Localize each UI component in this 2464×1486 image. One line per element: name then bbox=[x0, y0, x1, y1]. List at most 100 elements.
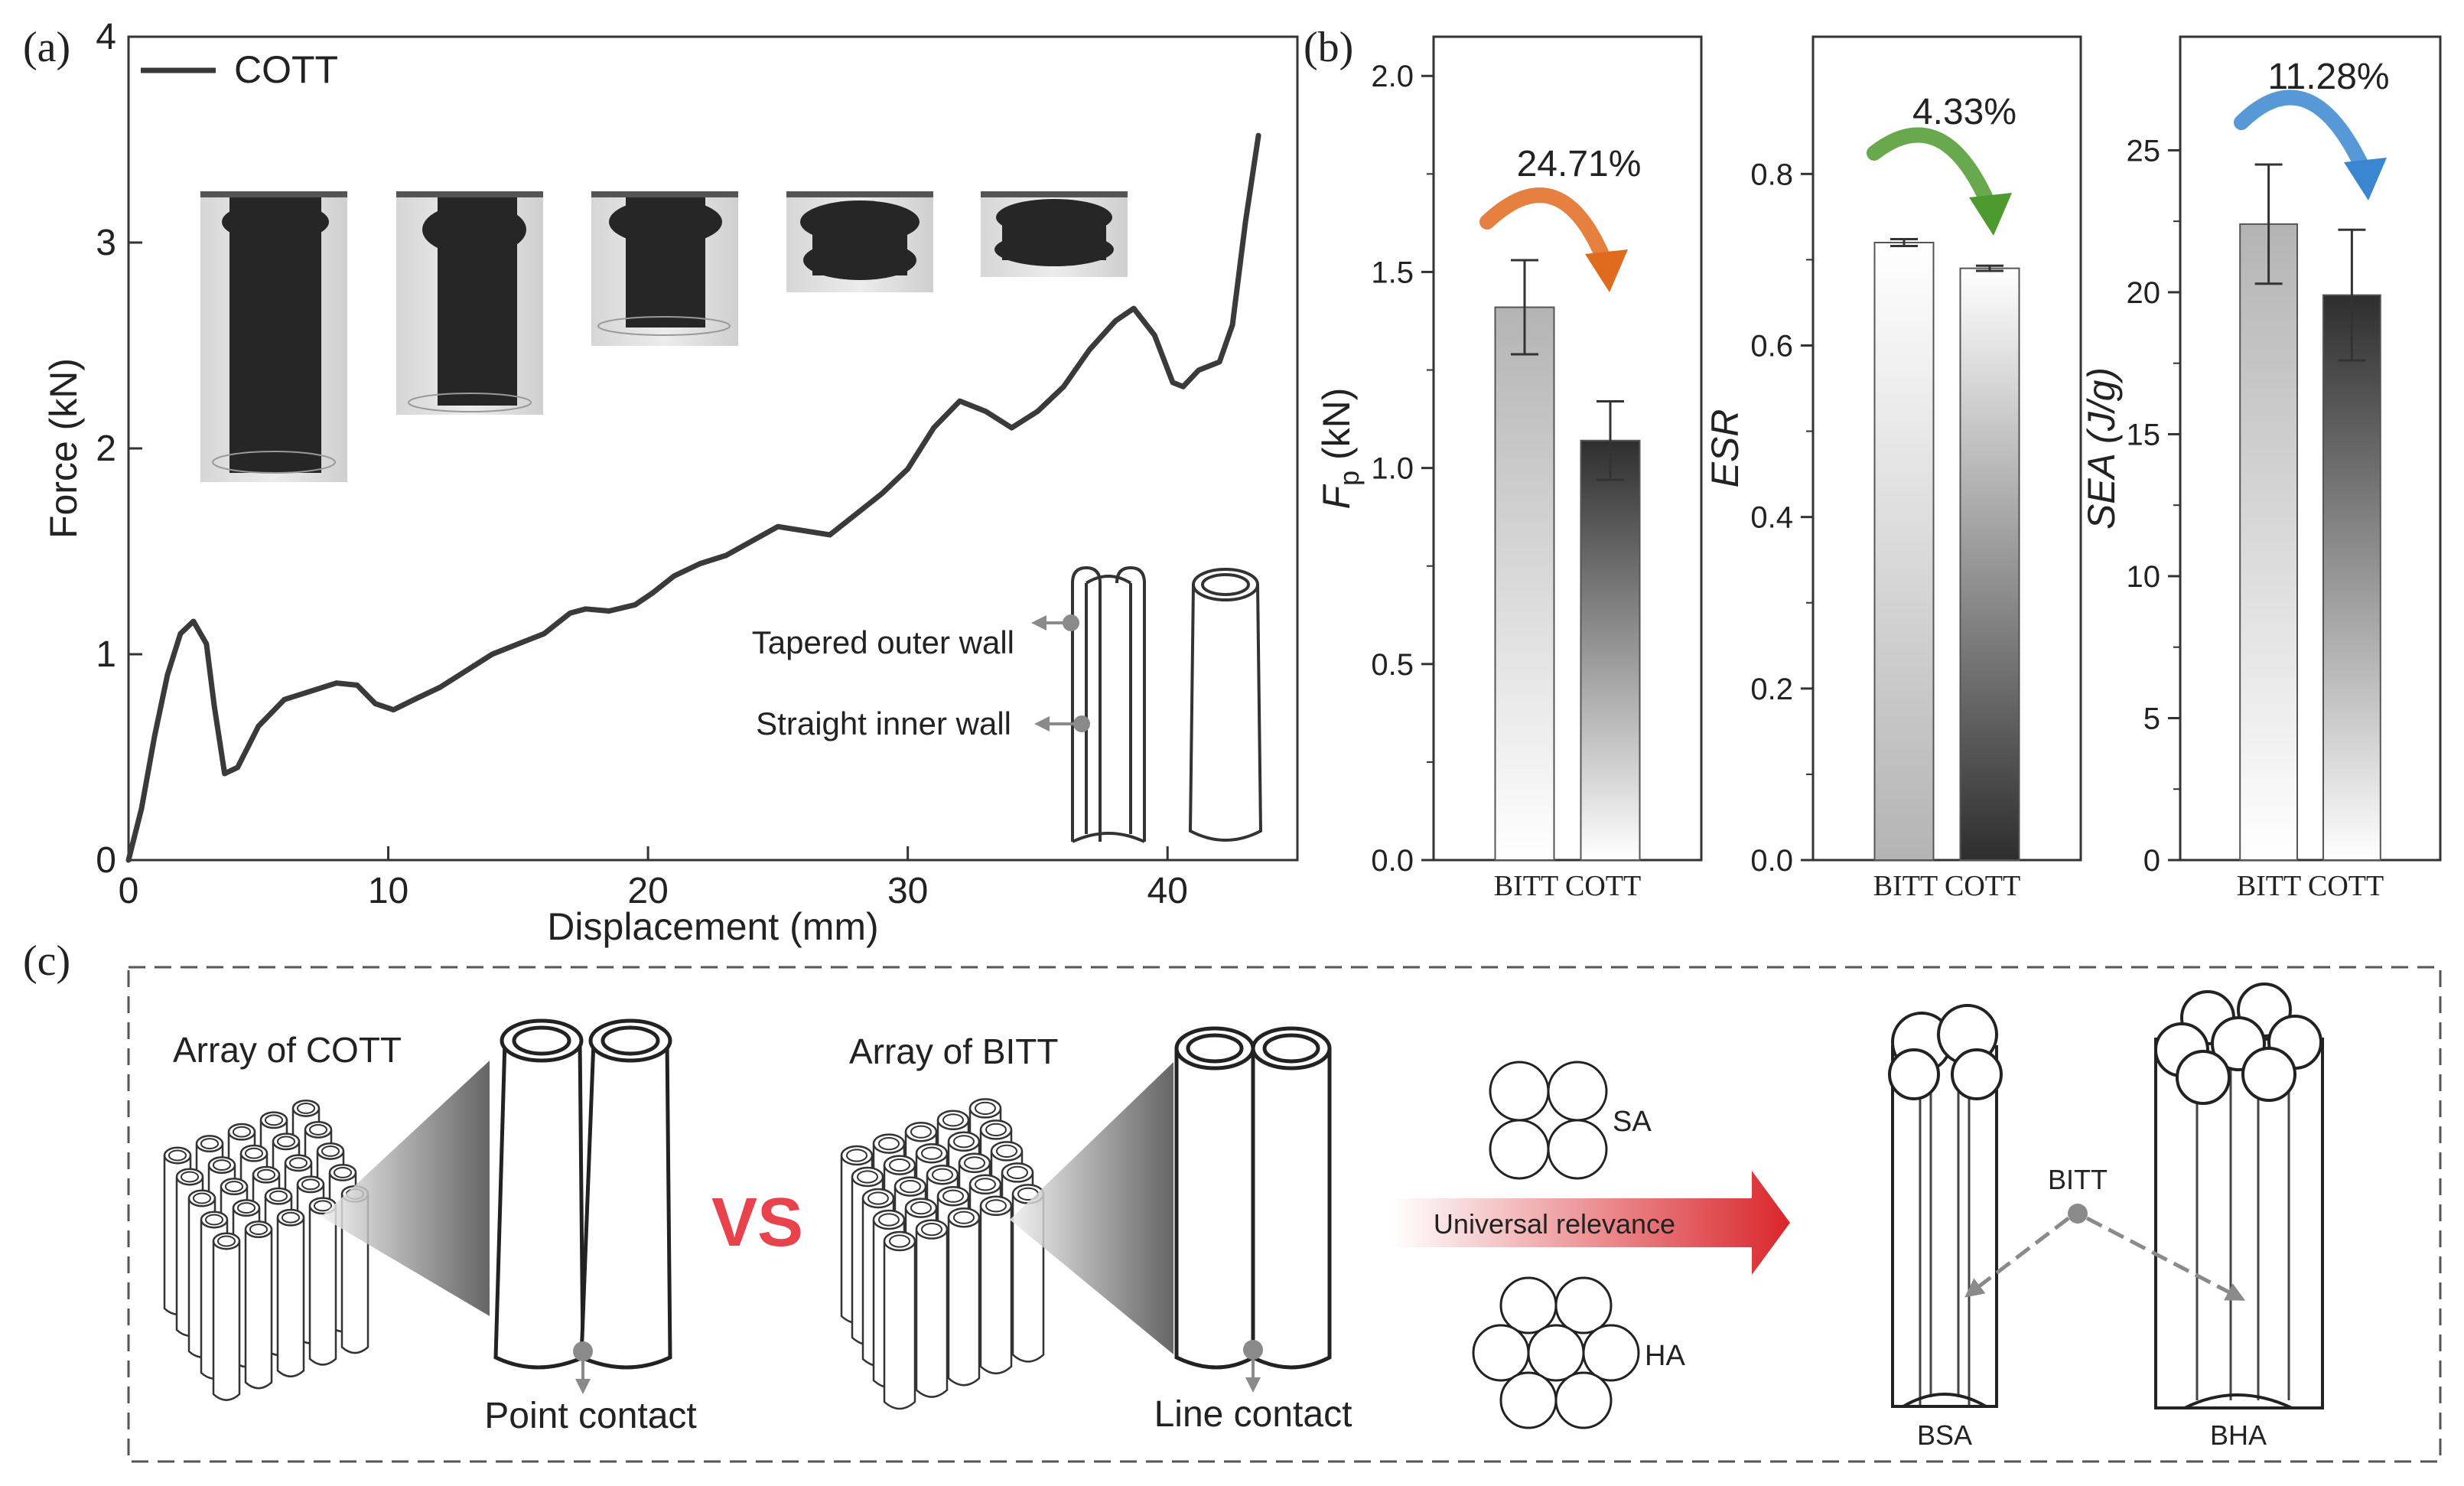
plot-frame-b3 bbox=[2179, 35, 2442, 862]
panel-label-b: (b) bbox=[1304, 24, 1353, 71]
trend-arrowhead-b2 bbox=[1969, 193, 2012, 236]
y-tick-label-b3: 20 bbox=[2127, 276, 2161, 310]
bitt-callout-marker bbox=[2068, 1204, 2088, 1224]
ha-label: HA bbox=[1645, 1340, 1685, 1372]
y-tick-label-b3: 15 bbox=[2127, 418, 2161, 451]
ha-packing-illustration bbox=[1472, 1276, 1640, 1429]
chart-bar-fp: 0.0 0.5 1.0 1.5 2.0 BITT COTT 24.71% Fp (kN) bbox=[1315, 35, 1703, 902]
y-tick-label-b3: 5 bbox=[2143, 702, 2160, 735]
trend-arrow-b3 bbox=[2234, 90, 2371, 178]
panel-c-frame bbox=[127, 966, 2442, 1463]
inset-photo-5 bbox=[981, 191, 1128, 277]
bitt-pair-illustration bbox=[1174, 1026, 1332, 1370]
y-tick-label-b1: 1.5 bbox=[1371, 256, 1414, 289]
y-tick-label-b2: 0.2 bbox=[1750, 673, 1793, 706]
universal-relevance-label: Universal relevance bbox=[1434, 1208, 1675, 1240]
bitt-arrow-to-bha bbox=[2085, 1216, 2246, 1301]
plot-frame-b1 bbox=[1432, 35, 1703, 862]
bsa-bundle-illustration bbox=[1888, 1004, 2003, 1408]
inner-wall-marker bbox=[1073, 715, 1090, 732]
array-tube bbox=[979, 1195, 1013, 1375]
y-tick-label-b2: 0.6 bbox=[1750, 330, 1793, 363]
y-tick-label-b3: 25 bbox=[2127, 134, 2161, 168]
y-tick-label-b3: 0 bbox=[2143, 844, 2160, 878]
y-tick-label-b2: 0.0 bbox=[1750, 844, 1793, 878]
y-tick-label-a: 1 bbox=[96, 634, 116, 675]
inset-photo-4 bbox=[786, 191, 933, 292]
legend-label-cott: COTT bbox=[234, 48, 338, 91]
inset-photo-1 bbox=[200, 191, 347, 482]
x-categories-b1: BITT COTT bbox=[1494, 870, 1641, 902]
point-contact-marker bbox=[573, 1341, 593, 1361]
bar-b2-cott bbox=[1959, 267, 2020, 861]
y-tick-label-a: 3 bbox=[96, 223, 116, 263]
bitt-array-illustration bbox=[840, 1098, 1045, 1410]
inset-photo-3 bbox=[591, 191, 738, 346]
y-tick-label-b2: 0.8 bbox=[1750, 158, 1793, 191]
chart-force-displacement: 0 10 20 30 40 0 1 2 3 4 COTT Displacement (mm) Fo… bbox=[42, 17, 1299, 948]
bar-b3-bitt bbox=[2239, 223, 2298, 861]
y-tick-label-b1: 2.0 bbox=[1371, 60, 1414, 93]
inset-photo-2 bbox=[396, 191, 543, 415]
array-tube bbox=[308, 1197, 337, 1366]
x-tick-label-a: 20 bbox=[627, 871, 668, 911]
y-axis-label-b2: ESR bbox=[1704, 409, 1746, 488]
array-tube bbox=[883, 1230, 916, 1410]
chart-bar-sea: 0 5 10 15 20 25 BITT COTT 11.28% SEA (J/g) bbox=[2080, 35, 2442, 902]
universal-relevance-arrow bbox=[1392, 1171, 1790, 1275]
annotation-b3: 11.28% bbox=[2267, 57, 2389, 97]
trend-arrowhead-b3 bbox=[2344, 158, 2387, 200]
point-contact-label: Point contact bbox=[484, 1396, 697, 1436]
y-tick-label-b3: 10 bbox=[2127, 560, 2161, 594]
y-axis-label-b1: Fp (kN) bbox=[1315, 388, 1365, 510]
bar-b3-cott bbox=[2322, 294, 2381, 862]
bsa-label: BSA bbox=[1917, 1419, 1972, 1451]
array-tube bbox=[947, 1207, 981, 1387]
array-tube bbox=[915, 1219, 949, 1398]
sa-label: SA bbox=[1613, 1106, 1652, 1138]
x-tick-label-a: 0 bbox=[119, 871, 139, 911]
line-contact-marker bbox=[1243, 1340, 1263, 1360]
line-contact-label: Line contact bbox=[1154, 1394, 1352, 1435]
vs-label: VS bbox=[711, 1185, 803, 1261]
line-series-cott bbox=[125, 132, 1261, 863]
x-categories-b3: BITT COTT bbox=[2237, 870, 2384, 902]
bar-b2-bitt bbox=[1873, 242, 1935, 861]
y-tick-label-b1: 0.5 bbox=[1371, 648, 1414, 682]
sa-packing-illustration bbox=[1489, 1061, 1608, 1180]
annotation-b2: 4.33% bbox=[1912, 92, 2016, 132]
trend-arrow-b2 bbox=[1867, 127, 1997, 213]
chart-bar-esr: 0.0 0.2 0.4 0.6 0.8 BITT COTT 4.33% ESR bbox=[1704, 35, 2082, 902]
cott-array-illustration bbox=[163, 1099, 369, 1401]
array-tube bbox=[212, 1232, 241, 1401]
tube-sketch-3d bbox=[1188, 568, 1263, 842]
bha-label: BHA bbox=[2210, 1419, 2267, 1451]
bitt-callout-label: BITT bbox=[2048, 1164, 2108, 1195]
x-categories-b2: BITT COTT bbox=[1873, 870, 2020, 902]
array-tube bbox=[244, 1220, 273, 1390]
y-tick-label-b1: 1.0 bbox=[1371, 452, 1414, 486]
array-bitt-label: Array of BITT bbox=[849, 1031, 1058, 1071]
y-tick-label-a: 4 bbox=[96, 17, 116, 57]
bha-bundle-illustration bbox=[2154, 983, 2324, 1409]
trend-arrow-b1 bbox=[1479, 187, 1613, 269]
array-cott-label: Array of COTT bbox=[173, 1030, 402, 1070]
plot-frame-b2 bbox=[1811, 35, 2082, 862]
line-path-cott bbox=[125, 132, 1261, 863]
x-tick-label-a: 30 bbox=[887, 871, 928, 911]
outer-wall-marker bbox=[1063, 614, 1079, 631]
x-axis-label-a: Displacement (mm) bbox=[547, 905, 878, 948]
y-tick-label-a: 0 bbox=[96, 840, 116, 881]
panel-label-c: (c) bbox=[23, 937, 70, 985]
zoom-cone-cott bbox=[321, 1061, 490, 1316]
y-tick-label-a: 2 bbox=[96, 429, 116, 469]
label-tapered-outer-wall: Tapered outer wall bbox=[752, 624, 1014, 660]
y-axis-label-b3: SEA (J/g) bbox=[2080, 367, 2123, 530]
y-tick-label-b1: 0.0 bbox=[1371, 844, 1414, 878]
bar-b1-bitt bbox=[1494, 306, 1555, 861]
x-tick-label-a: 40 bbox=[1147, 871, 1188, 911]
x-tick-label-a: 10 bbox=[368, 871, 408, 911]
bitt-arrow-to-bsa bbox=[1964, 1217, 2070, 1298]
y-axis-label-a: Force (kN) bbox=[42, 358, 85, 539]
array-tube bbox=[276, 1208, 305, 1378]
